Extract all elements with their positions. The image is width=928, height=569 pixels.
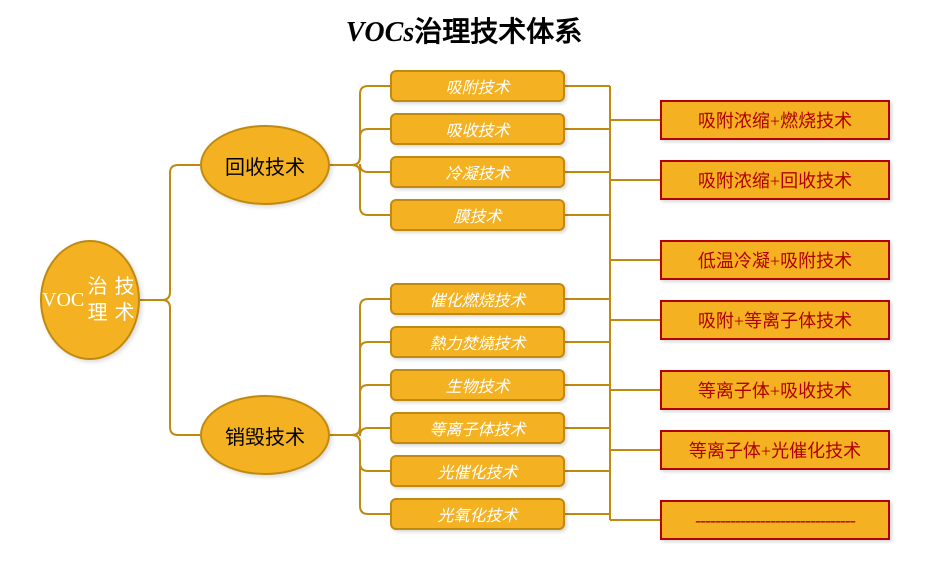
title-italic: VOCs [346,17,414,48]
combo-node: 等离子体+吸收技术 [660,370,890,410]
root-node: VOC治理技术 [40,240,140,360]
leaf-node-destroy: 光氧化技术 [390,498,565,530]
combo-node: 吸附+等离子体技术 [660,300,890,340]
combo-node: 低温冷凝+吸附技术 [660,240,890,280]
leaf-node-recycle: 吸收技术 [390,113,565,145]
title-rest: 治理技术体系 [414,17,582,48]
branch-node-destroy: 销毁技术 [200,395,330,475]
leaf-node-destroy: 光催化技术 [390,455,565,487]
leaf-node-destroy: 等离子体技术 [390,412,565,444]
combo-node: 吸附浓缩+回收技术 [660,160,890,200]
page-title: VOCs治理技术体系 [0,10,928,50]
leaf-node-destroy: 生物技术 [390,369,565,401]
combo-node: 等离子体+光催化技术 [660,430,890,470]
combo-node: 吸附浓缩+燃烧技术 [660,100,890,140]
leaf-node-recycle: 膜技术 [390,199,565,231]
leaf-node-recycle: 吸附技术 [390,70,565,102]
leaf-node-recycle: 冷凝技术 [390,156,565,188]
combo-node: -------------------------------- [660,500,890,540]
branch-node-recycle: 回收技术 [200,125,330,205]
leaf-node-destroy: 熱力焚燒技术 [390,326,565,358]
leaf-node-destroy: 催化燃烧技术 [390,283,565,315]
